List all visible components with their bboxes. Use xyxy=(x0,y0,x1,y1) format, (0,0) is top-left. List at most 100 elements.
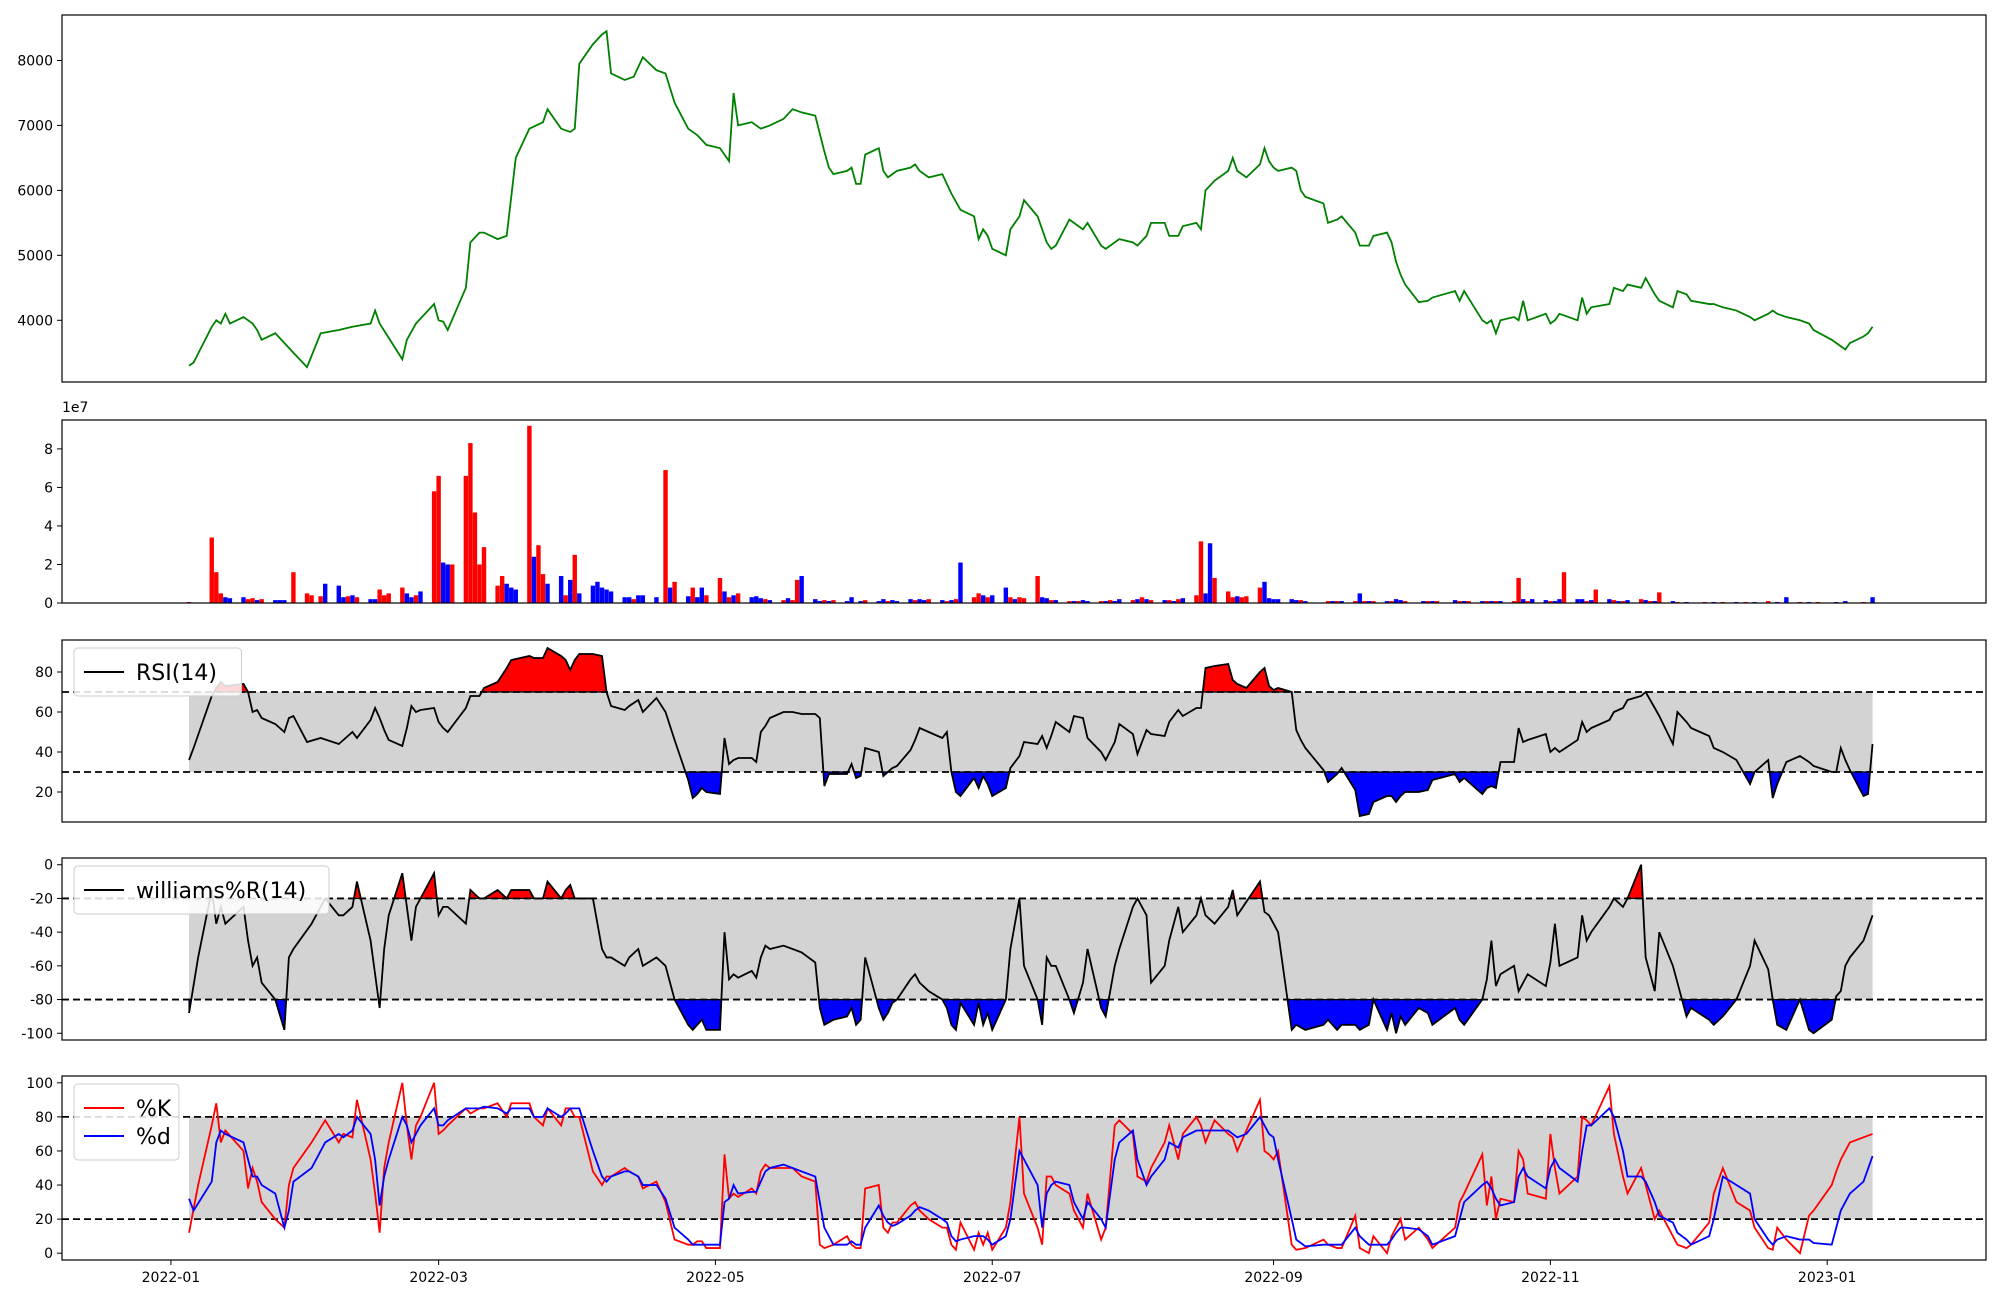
volume-bar xyxy=(1402,601,1408,603)
volume-bar xyxy=(1325,601,1331,603)
volume-bar xyxy=(1239,597,1245,603)
volume-bar xyxy=(1589,600,1594,603)
volume-bar xyxy=(1543,600,1549,603)
williams-line xyxy=(188,864,1874,1035)
line-layer xyxy=(62,29,1986,1256)
volume-bar xyxy=(749,597,754,603)
volume-bar xyxy=(1516,577,1521,603)
volume-bar xyxy=(858,601,863,603)
volume-bar xyxy=(509,587,514,603)
volume-bar xyxy=(227,598,233,603)
volume-bar xyxy=(1098,601,1104,603)
volume-ytick-label: 2 xyxy=(44,557,53,573)
volume-bar xyxy=(345,596,351,603)
volume-bar xyxy=(418,591,423,603)
price-ytick-label: 6000 xyxy=(17,183,53,199)
stochastic-legend-label: %K xyxy=(136,1097,172,1122)
volume-bar xyxy=(690,587,695,603)
volume-bar xyxy=(1130,600,1136,603)
frame-layer xyxy=(61,14,1987,1261)
stochastic-ytick-label: 20 xyxy=(35,1212,53,1228)
volume-bar xyxy=(1530,599,1535,603)
volume-bar xyxy=(536,545,541,603)
volume-bar xyxy=(350,595,355,603)
volume-offset-text: 1e7 xyxy=(62,400,88,416)
volume-bar xyxy=(1398,600,1403,603)
volume-bar xyxy=(631,599,636,603)
volume-bar xyxy=(785,598,791,603)
volume-bar xyxy=(1765,601,1771,603)
volume-bar xyxy=(291,572,296,603)
volume-bar xyxy=(699,587,705,603)
volume-bar xyxy=(1366,601,1372,603)
price-frame xyxy=(61,14,1987,383)
volume-bar xyxy=(1053,600,1058,603)
volume-ytick-label: 4 xyxy=(44,519,53,535)
volume-bar xyxy=(1489,601,1494,603)
volume-bar xyxy=(400,587,405,603)
volume-ytick-label: 8 xyxy=(44,442,53,458)
volume-bar xyxy=(440,562,446,603)
volume-bar xyxy=(908,599,913,603)
volume-bar xyxy=(971,597,977,603)
volume-bar xyxy=(686,596,691,603)
volume-bar xyxy=(1520,599,1526,603)
volume-bar xyxy=(209,537,214,603)
volume-bar xyxy=(1498,601,1503,603)
volume-bar xyxy=(481,547,487,603)
volume-bar xyxy=(921,600,927,603)
volume-bar xyxy=(862,600,868,603)
volume-bar xyxy=(1670,601,1676,603)
price-ytick-label: 5000 xyxy=(17,248,53,264)
volume-bar xyxy=(790,600,795,603)
price-line xyxy=(188,29,1874,369)
volume-bar xyxy=(259,599,264,603)
volume-bar xyxy=(277,600,283,603)
volume-bar xyxy=(309,595,314,603)
volume-bar xyxy=(409,597,414,603)
volume-bar xyxy=(404,593,410,603)
volume-bar xyxy=(513,589,518,603)
williams-ytick-label: -80 xyxy=(30,993,53,1009)
volume-bar xyxy=(1525,601,1530,603)
volume-bar xyxy=(336,585,341,603)
volume-bar xyxy=(1452,600,1458,603)
volume-bar xyxy=(940,600,945,603)
williams-legend-box xyxy=(73,865,330,915)
volume-bar xyxy=(1235,596,1240,603)
volume-bar xyxy=(250,598,255,603)
volume-bar xyxy=(1021,598,1027,603)
volume-bar xyxy=(568,579,573,603)
volume-bar xyxy=(254,600,260,603)
x-tick-label: 2022-01 xyxy=(142,1270,201,1286)
volume-bar xyxy=(558,576,564,603)
rsi-ytick-label: 80 xyxy=(35,665,53,681)
volume-bar xyxy=(572,554,577,603)
volume-bar xyxy=(304,593,310,603)
volume-bar xyxy=(1870,597,1875,603)
volume-bar xyxy=(1425,601,1431,603)
volume-bar xyxy=(794,579,800,603)
volume-bar xyxy=(223,597,228,603)
x-tick-label: 2023-01 xyxy=(1798,1270,1857,1286)
volume-bar xyxy=(599,587,605,603)
volume-bar xyxy=(722,591,727,603)
williams-ytick-label: -20 xyxy=(30,891,53,907)
volume-bar xyxy=(577,593,582,603)
volume-bar xyxy=(1271,599,1276,603)
volume-bar xyxy=(1294,600,1299,603)
volume-bar xyxy=(1575,599,1580,603)
volume-bar xyxy=(1257,587,1263,603)
rsi-ytick-label: 40 xyxy=(35,745,53,761)
volume-bar xyxy=(1067,601,1072,603)
volume-bar xyxy=(1643,600,1648,603)
x-tick-label: 2022-07 xyxy=(963,1270,1022,1286)
volume-bar xyxy=(386,593,391,603)
volume-bar xyxy=(672,581,677,603)
volume-bar xyxy=(1593,589,1598,603)
volume-bar xyxy=(831,600,836,603)
volume-bar xyxy=(1638,599,1644,603)
x-tick-label: 2022-09 xyxy=(1244,1270,1303,1286)
